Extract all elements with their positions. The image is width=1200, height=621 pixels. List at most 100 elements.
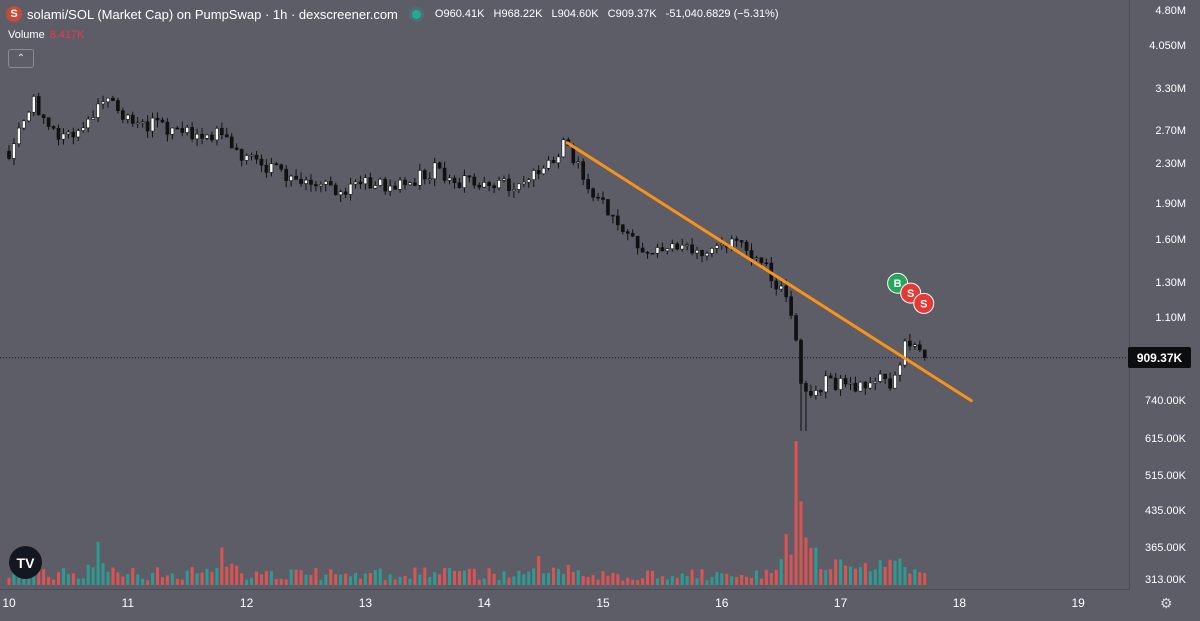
chart-title[interactable]: solami/SOL (Market Cap) on PumpSwap · 1h…	[27, 6, 398, 22]
candle-down	[853, 382, 858, 392]
volume-bar	[170, 573, 174, 585]
time-tick-label: 17	[833, 596, 848, 610]
volume-bar	[96, 541, 100, 585]
volume-bar	[532, 568, 536, 585]
candle-down	[165, 121, 170, 135]
candle-up	[497, 180, 501, 189]
volume-bar	[47, 576, 51, 585]
candle-up	[205, 134, 209, 139]
candle-down	[888, 378, 892, 389]
volume-bar	[81, 578, 85, 585]
volume-bar	[136, 574, 140, 585]
candle-up	[526, 179, 531, 183]
volume-bar	[611, 572, 615, 585]
volume-bar	[141, 578, 145, 585]
candle-down	[333, 184, 338, 196]
volume-bar	[339, 574, 343, 585]
candle-down	[625, 231, 630, 234]
candle-down	[818, 390, 823, 393]
candle-down	[601, 197, 605, 200]
candle-down	[536, 170, 541, 175]
candle-up	[31, 96, 36, 113]
volume-bar	[898, 558, 902, 585]
volume-bar	[547, 572, 551, 585]
candle-up	[680, 244, 685, 250]
candle-down	[234, 147, 239, 150]
volume-bar	[655, 578, 659, 585]
candle-up	[338, 191, 343, 196]
volume-bar	[190, 567, 194, 585]
volume-bar	[17, 573, 21, 585]
volume-bar	[888, 559, 892, 585]
volume-bar	[720, 573, 724, 585]
candle-down	[596, 196, 600, 199]
volume-bar	[215, 567, 219, 585]
volume-bar	[309, 574, 313, 585]
volume-bar	[824, 570, 828, 585]
volume-bar	[492, 573, 496, 585]
price-tick-label: 515.00K	[1145, 470, 1186, 483]
tradingview-logo-icon[interactable]: TV	[9, 546, 42, 579]
volume-bar	[522, 574, 526, 585]
settings-gear-icon[interactable]: ⚙	[1160, 595, 1173, 611]
candle-down	[749, 250, 754, 259]
close-value: 909.37K	[615, 8, 657, 20]
volume-bar	[680, 573, 684, 585]
candle-up	[106, 97, 110, 103]
volume-bar	[428, 576, 432, 585]
volume-bar	[512, 576, 516, 585]
time-tick-label: 16	[715, 596, 729, 610]
volume-bar	[155, 567, 160, 585]
candle-down	[7, 150, 11, 159]
volume-bar	[467, 568, 471, 585]
candle-down	[155, 117, 160, 121]
candle-down	[36, 96, 41, 116]
time-tick-label: 19	[1071, 596, 1085, 610]
volume-bar	[477, 579, 481, 585]
marker-label: B	[894, 278, 902, 290]
volume-bar	[185, 570, 189, 585]
candle-up	[289, 175, 293, 181]
volume-bar	[665, 579, 669, 585]
candle-up	[576, 161, 581, 164]
sell-marker[interactable]: S	[913, 292, 935, 314]
candle-up	[140, 121, 145, 124]
high-value: 968.22K	[501, 8, 543, 20]
candle-up	[893, 374, 897, 389]
volume-bar	[86, 564, 90, 585]
volume-bar	[740, 575, 744, 585]
candle-up	[101, 101, 105, 105]
candle-down	[591, 188, 595, 198]
candle-up	[754, 257, 759, 260]
volume-bar	[853, 568, 857, 585]
candle-up	[512, 189, 516, 192]
candle-down	[111, 97, 115, 101]
candle-up	[705, 253, 709, 257]
candle-down	[224, 134, 229, 138]
candle-down	[739, 240, 744, 243]
volume-bar	[240, 573, 244, 585]
volume-bar	[710, 577, 714, 585]
time-tick-label: 14	[477, 596, 491, 610]
volume-bar	[175, 578, 179, 585]
candle-up	[561, 139, 566, 158]
volume-bar	[408, 578, 412, 585]
candle-up	[432, 162, 437, 180]
volume-bar	[641, 578, 645, 585]
time-tick-label: 12	[239, 596, 254, 610]
candle-down	[284, 168, 289, 181]
volume-bar	[56, 572, 61, 585]
candle-up	[521, 181, 526, 185]
volume-bar	[71, 573, 75, 585]
volume-bar	[230, 563, 234, 585]
candle-down	[452, 177, 457, 184]
collapse-legend-button[interactable]: ⌃	[8, 49, 34, 68]
volume-bar	[581, 576, 585, 585]
candle-up	[91, 117, 95, 120]
y-axis-separator	[1129, 0, 1130, 590]
volume-bar	[675, 577, 679, 585]
low-label: L	[551, 8, 558, 20]
price-tick-label: 2.70M	[1155, 124, 1186, 137]
price-tick-label: 2.30M	[1155, 158, 1186, 171]
